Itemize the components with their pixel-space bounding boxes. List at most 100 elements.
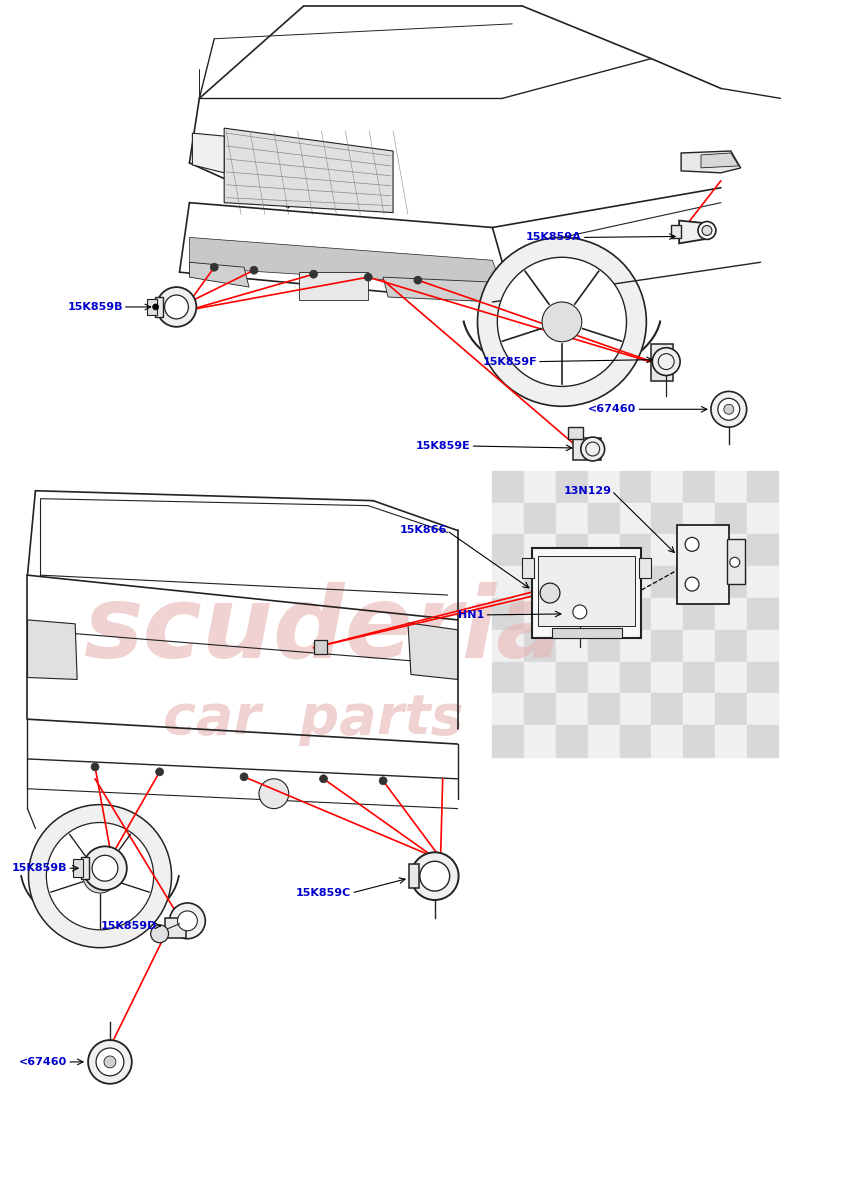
Bar [155, 298, 163, 317]
Polygon shape [408, 623, 458, 679]
Bar [538, 557, 635, 626]
Bar [715, 534, 746, 566]
Bar [683, 630, 715, 661]
Text: scuderia: scuderia [83, 581, 564, 678]
Bar [573, 438, 600, 460]
Circle shape [155, 768, 164, 776]
Bar [552, 628, 621, 637]
Bar [492, 694, 524, 725]
Polygon shape [383, 277, 498, 302]
Bar [556, 725, 588, 757]
Bar [715, 630, 746, 661]
Circle shape [685, 538, 699, 551]
Bar [746, 630, 779, 661]
Bar [588, 470, 620, 503]
Circle shape [724, 404, 734, 414]
Bar [313, 640, 328, 654]
Bar [651, 694, 683, 725]
Bar [651, 661, 683, 694]
Bar [588, 630, 620, 661]
Bar [620, 694, 651, 725]
Bar [620, 598, 651, 630]
Circle shape [698, 222, 716, 240]
Bar [556, 694, 588, 725]
Text: 15K859B: 15K859B [67, 302, 123, 312]
Text: HN1: HN1 [458, 610, 485, 620]
Bar [715, 566, 746, 598]
Bar [620, 534, 651, 566]
Bar [73, 859, 83, 877]
Circle shape [380, 776, 387, 785]
Circle shape [477, 238, 646, 407]
Bar [746, 503, 779, 534]
Circle shape [310, 270, 318, 278]
Circle shape [153, 304, 159, 310]
Bar [556, 661, 588, 694]
Bar [746, 566, 779, 598]
Bar [746, 661, 779, 694]
Bar [620, 630, 651, 661]
Circle shape [581, 437, 604, 461]
Bar [672, 224, 681, 239]
Bar [492, 661, 524, 694]
Circle shape [259, 779, 289, 809]
Bar [683, 566, 715, 598]
Bar [651, 566, 683, 598]
Bar [683, 534, 715, 566]
Circle shape [652, 348, 680, 376]
Bar [746, 725, 779, 757]
Circle shape [240, 773, 248, 781]
Circle shape [211, 263, 218, 271]
Bar [651, 503, 683, 534]
Bar [524, 725, 556, 757]
Circle shape [540, 583, 560, 602]
Circle shape [29, 805, 171, 948]
Bar [492, 630, 524, 661]
Bar [715, 598, 746, 630]
Circle shape [702, 226, 712, 235]
Bar [588, 534, 620, 566]
Bar [746, 534, 779, 566]
Bar [620, 470, 651, 503]
Circle shape [730, 557, 739, 568]
Bar [588, 694, 620, 725]
Polygon shape [224, 128, 393, 212]
Text: 15K859B: 15K859B [12, 863, 67, 874]
Text: car  parts: car parts [163, 692, 464, 746]
Text: 15K859C: 15K859C [296, 888, 351, 898]
Bar [588, 598, 620, 630]
Bar [299, 272, 368, 300]
Bar [522, 558, 534, 578]
Bar [715, 694, 746, 725]
Bar [746, 694, 779, 725]
Bar [524, 661, 556, 694]
Circle shape [711, 391, 746, 427]
Polygon shape [189, 238, 503, 287]
Bar [620, 503, 651, 534]
Circle shape [150, 925, 169, 943]
Bar [492, 598, 524, 630]
Text: 15K859A: 15K859A [526, 233, 582, 242]
Text: <67460: <67460 [588, 404, 637, 414]
Text: 15K859D: 15K859D [100, 920, 156, 931]
Bar [746, 598, 779, 630]
Bar [715, 661, 746, 694]
Bar [651, 534, 683, 566]
Bar [492, 566, 524, 598]
Circle shape [319, 775, 328, 782]
Bar [620, 725, 651, 757]
Bar [82, 857, 89, 880]
Bar [715, 470, 746, 503]
Bar [683, 661, 715, 694]
Bar [651, 630, 683, 661]
Bar [651, 725, 683, 757]
Circle shape [104, 1056, 116, 1068]
Bar [492, 470, 524, 503]
Bar [409, 864, 419, 888]
Text: 15K859E: 15K859E [416, 442, 470, 451]
Bar [165, 918, 187, 937]
Bar [651, 343, 673, 382]
Bar [556, 503, 588, 534]
Bar [651, 470, 683, 503]
Circle shape [177, 911, 197, 931]
